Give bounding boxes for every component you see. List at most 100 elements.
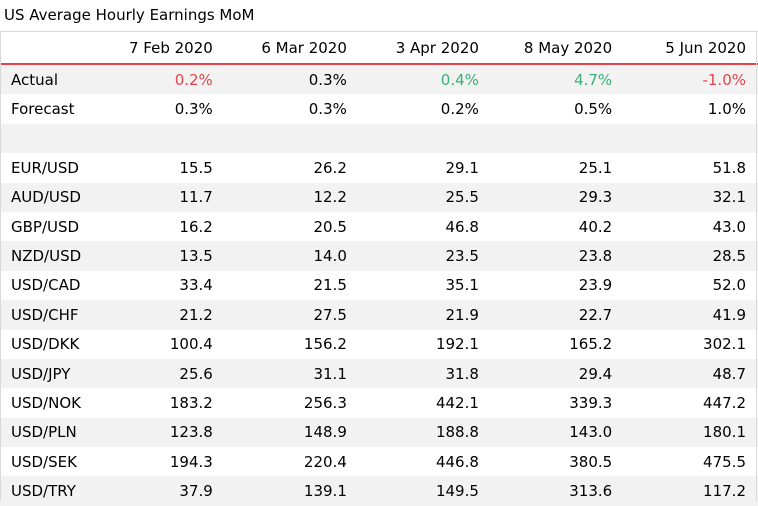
value-cell: 23.5 [350, 241, 483, 271]
value-cell: 31.1 [216, 358, 351, 389]
table-row: USD/CHF 21.2 27.5 21.9 22.7 41.9 [0, 300, 758, 330]
value-cell: 139.1 [216, 476, 351, 506]
corner-cell [0, 31, 88, 65]
column-header: 3 Apr 2020 [350, 31, 483, 65]
value-cell: 22.7 [482, 300, 617, 330]
value-cell: 52.0 [712, 276, 746, 295]
table-row: NZD/USD 13.5 14.0 23.5 23.8 28.5 [0, 241, 758, 271]
actual-cell: 4.7% [482, 64, 617, 95]
earnings-table: 7 Feb 2020 6 Mar 2020 3 Apr 2020 8 May 2… [0, 31, 758, 506]
row-label: USD/CHF [0, 300, 88, 330]
actual-cell: 0.2% [87, 64, 217, 95]
value-cell: 100.4 [169, 335, 213, 354]
table-row: EUR/USD 15.5 26.2 29.1 25.1 51.8 [0, 153, 758, 182]
value-cell: 26.2 [313, 158, 347, 177]
forecast-cell: 0.5% [574, 100, 613, 119]
value-cell: 192.1 [435, 335, 479, 354]
row-label: USD/NOK [11, 393, 81, 412]
value-cell: 302.1 [703, 335, 746, 354]
value-cell: 123.8 [87, 417, 217, 448]
value-cell: 25.5 [350, 182, 483, 212]
row-label: USD/JPY [0, 358, 88, 389]
row-label: USD/SEK [11, 452, 77, 471]
value-cell: 339.3 [569, 393, 613, 412]
value-cell: 23.8 [482, 241, 617, 271]
table-row: USD/SEK 194.3 220.4 446.8 380.5 475.5 [0, 447, 758, 476]
value-cell: 15.5 [179, 158, 213, 177]
value-cell: 442.1 [435, 393, 479, 412]
value-cell: 27.5 [216, 300, 351, 330]
value-cell: 21.5 [313, 276, 347, 295]
row-label: USD/CAD [11, 276, 81, 295]
value-cell: 37.9 [87, 476, 217, 506]
value-cell: 33.4 [179, 276, 213, 295]
column-header: 7 Feb 2020 [87, 31, 217, 65]
table-row: USD/CAD 33.4 21.5 35.1 23.9 52.0 [0, 271, 758, 300]
row-label: Forecast [11, 100, 75, 119]
actual-row: Actual 0.2% 0.3% 0.4% 4.7% -1.0% [0, 64, 758, 95]
value-cell: 188.8 [350, 417, 483, 448]
value-cell: 29.4 [482, 358, 617, 389]
value-cell: 40.2 [578, 217, 613, 236]
value-cell: 21.2 [87, 300, 217, 330]
row-label: NZD/USD [0, 241, 88, 271]
value-cell: 148.9 [216, 417, 351, 448]
value-cell: 380.5 [569, 452, 613, 471]
value-cell: 16.2 [179, 217, 213, 236]
table-row: USD/PLN 123.8 148.9 188.8 143.0 180.1 [0, 417, 758, 448]
value-cell: 43.0 [712, 217, 746, 236]
table-row: GBP/USD 16.2 20.5 46.8 40.2 43.0 [0, 212, 758, 241]
value-cell: 35.1 [445, 276, 479, 295]
actual-cell: -1.0% [616, 64, 758, 95]
value-cell: 21.9 [350, 300, 483, 330]
value-cell: 51.8 [712, 158, 746, 177]
spacer-cell [0, 123, 758, 154]
value-cell: 25.6 [87, 358, 217, 389]
actual-cell: 0.3% [216, 64, 351, 95]
column-header: 5 Jun 2020 [616, 31, 758, 65]
value-cell: 29.3 [482, 182, 617, 212]
row-label: EUR/USD [11, 158, 79, 177]
forecast-cell: 0.3% [174, 100, 213, 119]
row-label: GBP/USD [11, 217, 80, 236]
forecast-row: Forecast 0.3% 0.3% 0.2% 0.5% 1.0% [0, 94, 758, 123]
value-cell: 446.8 [435, 452, 479, 471]
value-cell: 46.8 [445, 217, 479, 236]
row-label: USD/TRY [0, 476, 88, 506]
spacer-row [0, 123, 758, 154]
value-cell: 23.9 [578, 276, 613, 295]
value-cell: 48.7 [616, 358, 758, 389]
actual-cell: 0.4% [350, 64, 483, 95]
value-cell: 475.5 [703, 452, 746, 471]
value-cell: 13.5 [87, 241, 217, 271]
value-cell: 32.1 [616, 182, 758, 212]
value-cell: 31.8 [350, 358, 483, 389]
value-cell: 165.2 [569, 335, 613, 354]
value-cell: 194.3 [169, 452, 213, 471]
row-label: USD/DKK [11, 335, 80, 354]
forecast-cell: 1.0% [707, 100, 746, 119]
value-cell: 447.2 [703, 393, 746, 412]
column-header: 6 Mar 2020 [216, 31, 351, 65]
table-row: USD/JPY 25.6 31.1 31.8 29.4 48.7 [0, 358, 758, 389]
value-cell: 29.1 [445, 158, 479, 177]
table-row: USD/DKK 100.4 156.2 192.1 165.2 302.1 [0, 330, 758, 359]
forecast-cell: 0.2% [440, 100, 479, 119]
value-cell: 41.9 [616, 300, 758, 330]
value-cell: 149.5 [350, 476, 483, 506]
row-label: AUD/USD [0, 182, 88, 212]
value-cell: 12.2 [216, 182, 351, 212]
value-cell: 180.1 [616, 417, 758, 448]
value-cell: 156.2 [303, 335, 347, 354]
header-row: 7 Feb 2020 6 Mar 2020 3 Apr 2020 8 May 2… [0, 31, 758, 65]
value-cell: 28.5 [616, 241, 758, 271]
value-cell: 20.5 [313, 217, 347, 236]
table-row: USD/NOK 183.2 256.3 442.1 339.3 447.2 [0, 388, 758, 417]
value-cell: 11.7 [87, 182, 217, 212]
value-cell: 143.0 [482, 417, 617, 448]
row-label: USD/PLN [0, 417, 88, 448]
value-cell: 14.0 [216, 241, 351, 271]
table-title: US Average Hourly Earnings MoM [4, 6, 255, 24]
forecast-cell: 0.3% [308, 100, 347, 119]
table-row: USD/TRY 37.9 139.1 149.5 313.6 117.2 [0, 476, 758, 506]
